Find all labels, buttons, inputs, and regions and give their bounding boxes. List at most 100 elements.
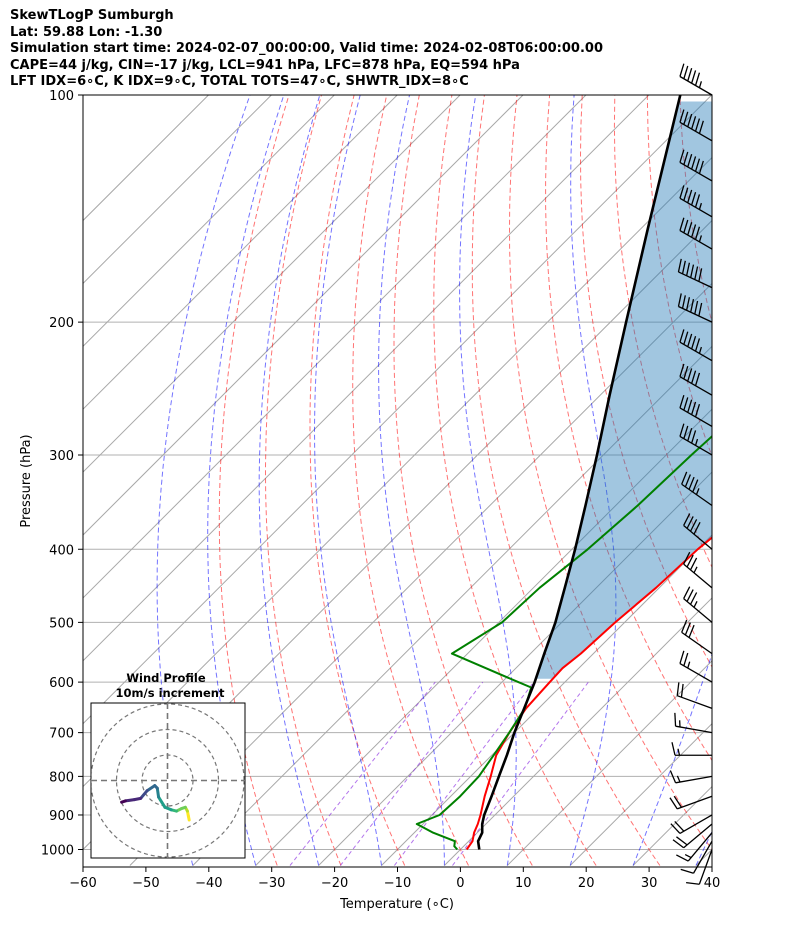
barb-staff <box>683 823 713 849</box>
isotherm-line <box>83 95 335 348</box>
barb-half-feather <box>684 853 692 859</box>
moist-adiabat-line <box>378 95 445 866</box>
barb-staff <box>678 305 713 323</box>
location-line: Lat: 59.88 Lon: -1.30 <box>10 24 163 40</box>
barb-feather <box>687 222 693 236</box>
barb-feather <box>698 160 704 174</box>
barb-feather <box>676 854 689 862</box>
barb-staff <box>679 814 713 835</box>
barb-staff <box>677 695 713 709</box>
barb-feather <box>679 185 685 199</box>
barb-feather <box>698 268 703 282</box>
barb-feather <box>683 65 689 79</box>
mixing-ratio-line <box>452 681 589 866</box>
barb-feather <box>691 70 697 84</box>
barb-feather <box>683 652 689 667</box>
wind-barb <box>679 185 713 218</box>
dry-adiabat-line <box>579 95 712 668</box>
wind-barb <box>681 619 713 655</box>
y-tick-label: 600 <box>49 676 74 691</box>
dewpoint-line <box>415 434 712 851</box>
hodograph-segment <box>155 786 161 799</box>
barb-feather <box>698 302 703 317</box>
isotherm-line <box>83 95 524 536</box>
barb-feather <box>684 474 691 488</box>
barb-feather <box>693 521 701 535</box>
isotherm-line <box>83 95 650 662</box>
isotherm-line <box>318 471 712 866</box>
barb-feather <box>676 836 688 846</box>
wind-barb <box>683 551 713 589</box>
barb-feather <box>687 154 693 168</box>
barb-staff <box>683 598 713 623</box>
axis-ticks: −60 −50 −40 −30 −20 −10 0 10 20 30 40 100 200 300 400 5… <box>41 89 720 891</box>
moist-adiabat-line <box>759 95 794 866</box>
x-tick-label: −50 <box>132 876 159 891</box>
barb-feather <box>681 260 686 275</box>
wind-barb <box>677 258 713 289</box>
isotherm-line <box>83 95 712 725</box>
barb-staff <box>692 840 713 874</box>
mixing-ratio-line <box>339 681 484 866</box>
barb-feather <box>683 219 689 233</box>
sounding-profiles <box>415 95 712 851</box>
hodograph-inset <box>90 702 246 859</box>
barb-staff <box>683 524 713 550</box>
wind-barb <box>683 586 713 623</box>
dry-adiabat-line <box>471 95 661 866</box>
x-axis-title: Temperature (∘C) <box>339 897 454 912</box>
y-tick-label: 100 <box>49 89 74 104</box>
barb-half-feather <box>698 346 703 354</box>
barb-staff <box>681 483 713 507</box>
moist-adiabat-line <box>258 95 321 866</box>
barb-feather <box>694 404 701 418</box>
chart-header: SkewTLogP Sumburgh Lat: 59.88 Lon: -1.30… <box>10 8 603 91</box>
isotherm-line <box>444 597 712 866</box>
barb-half-feather <box>695 488 700 495</box>
y-tick-label: 500 <box>49 616 74 631</box>
barb-feather <box>689 519 698 532</box>
barb-feather <box>683 366 689 380</box>
barb-staff <box>679 663 713 683</box>
barb-feather <box>694 266 699 280</box>
barb-staff <box>679 407 713 428</box>
barb-feather <box>671 742 676 756</box>
dry-adiabat-line <box>778 95 794 866</box>
wind-barb <box>672 823 713 849</box>
barb-feather <box>674 712 677 727</box>
wind-barb <box>679 109 713 142</box>
y-tick-label: 300 <box>49 449 74 464</box>
barb-staff <box>679 161 713 182</box>
barb-staff <box>679 75 713 96</box>
hodograph-segment <box>139 789 149 800</box>
barb-feather <box>684 622 691 636</box>
barb-feather <box>672 839 685 849</box>
barb-feather <box>683 331 689 345</box>
wind-barb <box>683 513 713 550</box>
barb-feather <box>676 682 680 696</box>
hodograph-subtitle: 10m/s increment <box>116 686 225 700</box>
hodograph-segment <box>157 795 167 809</box>
barb-feather <box>679 109 685 123</box>
wind-barbs <box>669 63 713 885</box>
barb-feather <box>679 395 685 409</box>
barb-feather <box>694 372 701 386</box>
barb-feather <box>691 156 697 170</box>
isotherm-line <box>83 95 272 285</box>
barb-half-feather <box>698 235 703 242</box>
barb-feather <box>679 149 685 163</box>
x-tick-label: −10 <box>384 876 411 891</box>
indices-line-1: CAPE=44 j/kg, CIN=-17 j/kg, LCL=941 hPa,… <box>10 57 520 73</box>
barb-half-feather <box>677 748 681 756</box>
barb-feather <box>683 187 689 201</box>
barb-staff <box>677 795 713 810</box>
barb-staff <box>681 631 713 655</box>
barb-feather <box>673 795 683 808</box>
barb-feather <box>686 589 694 602</box>
dry-adiabat-line <box>713 95 794 866</box>
barb-staff <box>679 197 713 218</box>
y-tick-label: 700 <box>49 727 74 742</box>
mixing-ratio-lines <box>289 681 589 866</box>
wind-barb <box>670 814 713 835</box>
barb-staff <box>675 775 713 784</box>
